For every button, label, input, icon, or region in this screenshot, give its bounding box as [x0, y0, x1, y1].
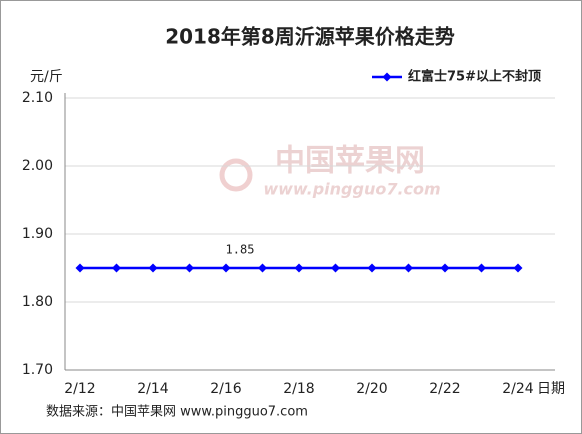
x-tick-label: 2/18 [283, 381, 314, 397]
watermark: 中国苹果网 [275, 144, 425, 179]
watermark: www.pingguo7.com [263, 180, 440, 199]
y-axis-label: 元/斤 [30, 69, 63, 85]
x-tick-label: 2/24 [502, 381, 534, 397]
x-tick-label: 2/22 [429, 381, 460, 397]
y-tick-label: 2.10 [22, 90, 53, 106]
point [513, 263, 523, 273]
y-tick-label: 2.00 [22, 158, 53, 174]
data-label: 1.85 [226, 243, 255, 257]
point [331, 263, 340, 273]
point [75, 263, 85, 273]
legend-marker [382, 72, 392, 82]
y-tick-label: 1.90 [22, 226, 53, 242]
x-tick-label: 2/20 [356, 381, 387, 397]
x-tick-label: 2/16 [210, 381, 242, 397]
source: 数据来源：中国苹果网 www.pingguo7.com [46, 405, 308, 420]
chart-title: 2018年第8周沂源苹果价格走势 [165, 25, 455, 49]
point [477, 263, 486, 273]
x-axis-label: 日期 [537, 381, 565, 397]
point [258, 263, 267, 273]
x-tick-label: 2/14 [137, 381, 169, 397]
legend-label: 红富士75#以上不封顶 [408, 69, 541, 85]
point [404, 263, 413, 273]
point [440, 263, 450, 273]
y-tick-label: 1.70 [22, 362, 53, 378]
point [367, 263, 377, 273]
watermark-logo [219, 158, 253, 192]
point [221, 263, 231, 273]
x-tick-label: 2/12 [64, 381, 95, 397]
point [294, 263, 304, 273]
point [112, 263, 121, 273]
y-tick-label: 1.80 [22, 294, 53, 310]
point [148, 263, 158, 273]
point [185, 263, 194, 273]
